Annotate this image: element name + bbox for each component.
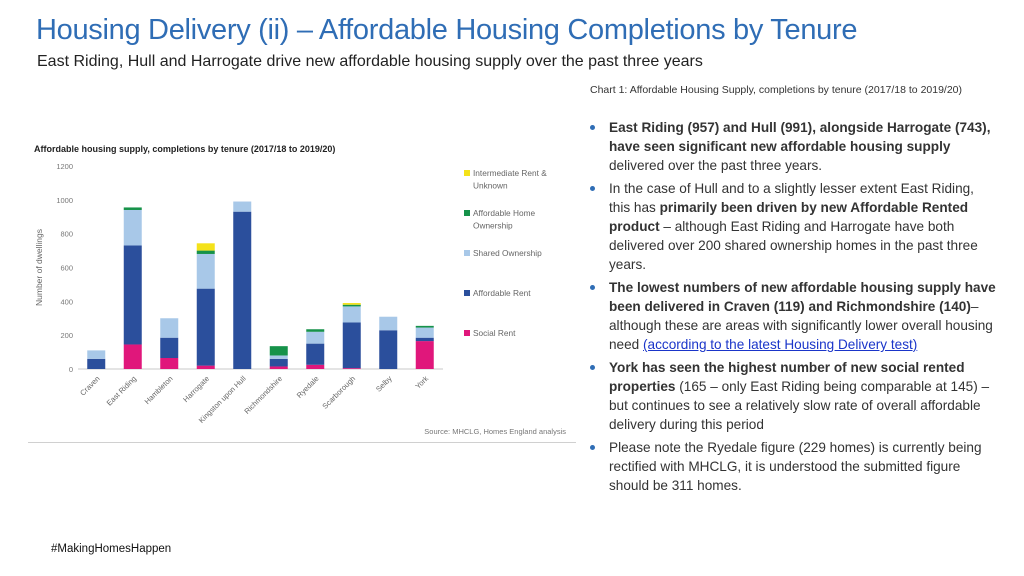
- legend-swatch: [464, 210, 470, 216]
- chart-source: Source: MHCLG, Homes England analysis: [424, 427, 566, 436]
- bar-segment-shared-ownership: [269, 355, 288, 359]
- bar-segment-shared-ownership: [87, 350, 106, 359]
- bar-segment-social-rent: [269, 366, 288, 369]
- legend-label: Intermediate Rent &: [473, 168, 547, 178]
- bullet-item: East Riding (957) and Hull (991), alongs…: [588, 118, 998, 175]
- y-tick-label: 600: [60, 264, 73, 273]
- bullet-item: Please note the Ryedale figure (229 home…: [588, 438, 998, 495]
- bar-segment-affordable-home-ownership: [415, 325, 434, 328]
- bar-segment-affordable-rent: [306, 343, 325, 365]
- bar-segment-affordable-home-ownership: [342, 304, 361, 307]
- bullet-dot-icon: [590, 445, 595, 450]
- bar-segment-shared-ownership: [379, 316, 398, 331]
- page-subtitle: East Riding, Hull and Harrogate drive ne…: [37, 53, 703, 70]
- bullet-bold-text: York has seen the highest number of new …: [609, 360, 965, 394]
- legend-swatch: [464, 250, 470, 256]
- bullet-text: Please note the Ryedale figure (229 home…: [609, 440, 982, 493]
- legend-label: Unknown: [473, 181, 508, 191]
- x-tick-label: Harrogate: [181, 374, 211, 404]
- bullet-bold-text: primarily been driven by new Affordable …: [609, 200, 969, 234]
- bar-segment-affordable-rent: [87, 358, 106, 369]
- bar-segment-affordable-home-ownership: [269, 346, 288, 356]
- housing-delivery-test-link[interactable]: (according to the latest Housing Deliver…: [643, 337, 918, 352]
- bar-segment-affordable-rent: [342, 322, 361, 369]
- bar-segment-shared-ownership: [160, 318, 179, 338]
- y-tick-label: 800: [60, 230, 73, 239]
- x-tick-label: Hambleton: [143, 374, 175, 406]
- bullet-bold-text: The lowest numbers of new affordable hou…: [609, 280, 996, 314]
- bullet-item: In the case of Hull and to a slightly le…: [588, 179, 998, 274]
- legend-label: Ownership: [473, 221, 513, 231]
- x-tick-label: Ryedale: [295, 374, 321, 400]
- bar-segment-intermediate-rent-unknown: [196, 243, 215, 251]
- bar-segment-social-rent: [415, 341, 434, 369]
- footer-hashtag: #MakingHomesHappen: [51, 543, 172, 555]
- legend-swatch: [464, 330, 470, 336]
- y-axis-label: Number of dwellings: [34, 229, 44, 306]
- x-tick-label: East Riding: [105, 374, 138, 407]
- bar-segment-social-rent: [196, 365, 215, 369]
- bar-segment-affordable-rent: [160, 337, 179, 359]
- bullet-text: – although these are areas with signific…: [609, 299, 993, 352]
- bar-segment-affordable-rent: [196, 288, 215, 366]
- legend-swatch: [464, 290, 470, 296]
- bullet-dot-icon: [590, 365, 595, 370]
- y-tick-label: 1000: [56, 196, 73, 205]
- legend-swatch: [464, 170, 470, 176]
- x-tick-label: Craven: [78, 374, 101, 397]
- chart-caption: Chart 1: Affordable Housing Supply, comp…: [590, 84, 963, 96]
- bullet-item: York has seen the highest number of new …: [588, 358, 998, 434]
- bar-segment-affordable-home-ownership: [306, 329, 325, 332]
- key-findings-list: East Riding (957) and Hull (991), alongs…: [588, 118, 998, 499]
- x-tick-label: Selby: [374, 374, 394, 394]
- x-tick-label: York: [413, 374, 430, 391]
- bar-segment-shared-ownership: [123, 209, 142, 246]
- bullet-dot-icon: [590, 186, 595, 191]
- bullet-text: – although East Riding and Harrogate hav…: [609, 219, 978, 272]
- y-tick-label: 0: [69, 365, 73, 374]
- y-tick-label: 200: [60, 331, 73, 340]
- legend-label: Affordable Home: [473, 208, 535, 218]
- bar-segment-shared-ownership: [196, 253, 215, 289]
- bar-segment-affordable-rent: [269, 358, 288, 367]
- bar-segment-social-rent: [342, 368, 361, 369]
- bullet-text: (165 – only East Riding being comparable…: [609, 379, 990, 432]
- chart-title: Affordable housing supply, completions b…: [34, 144, 336, 154]
- bar-segment-shared-ownership: [415, 327, 434, 338]
- bar-segment-affordable-home-ownership: [123, 207, 142, 210]
- bullet-text: In the case of Hull and to a slightly le…: [609, 181, 974, 215]
- bar-segment-social-rent: [306, 364, 325, 369]
- bar-segment-shared-ownership: [233, 201, 252, 212]
- chart-panel: Affordable housing supply, completions b…: [28, 130, 576, 443]
- page-title: Housing Delivery (ii) – Affordable Housi…: [36, 14, 858, 46]
- bar-segment-shared-ownership: [342, 306, 361, 323]
- y-tick-label: 1200: [56, 162, 73, 171]
- bar-segment-affordable-rent: [233, 211, 252, 369]
- y-tick-label: 400: [60, 297, 73, 306]
- x-tick-label: Scarborough: [320, 374, 357, 411]
- stacked-bar-chart: 0 200 400 600 800 1000 1200 Number of dwellings…: [34, 162, 547, 425]
- bar-segment-shared-ownership: [306, 331, 325, 344]
- legend-label: Social Rent: [473, 328, 516, 338]
- bullet-bold-text: East Riding (957) and Hull (991), alongs…: [609, 120, 991, 154]
- bar-segment-affordable-rent: [415, 337, 434, 342]
- bullet-dot-icon: [590, 285, 595, 290]
- bar-segment-affordable-home-ownership: [196, 250, 215, 254]
- x-tick-label: Richmondshire: [242, 374, 284, 416]
- bar-segment-intermediate-rent-unknown: [342, 303, 361, 305]
- bullet-item: The lowest numbers of new affordable hou…: [588, 278, 998, 354]
- bar-segment-social-rent: [160, 358, 179, 369]
- bullet-dot-icon: [590, 125, 595, 130]
- bullet-text: delivered over the past three years.: [609, 158, 823, 173]
- bar-segment-affordable-rent: [379, 330, 398, 369]
- legend-label: Shared Ownership: [473, 248, 542, 258]
- bar-segment-social-rent: [123, 344, 142, 369]
- legend-label: Affordable Rent: [473, 288, 531, 298]
- bar-segment-affordable-rent: [123, 245, 142, 345]
